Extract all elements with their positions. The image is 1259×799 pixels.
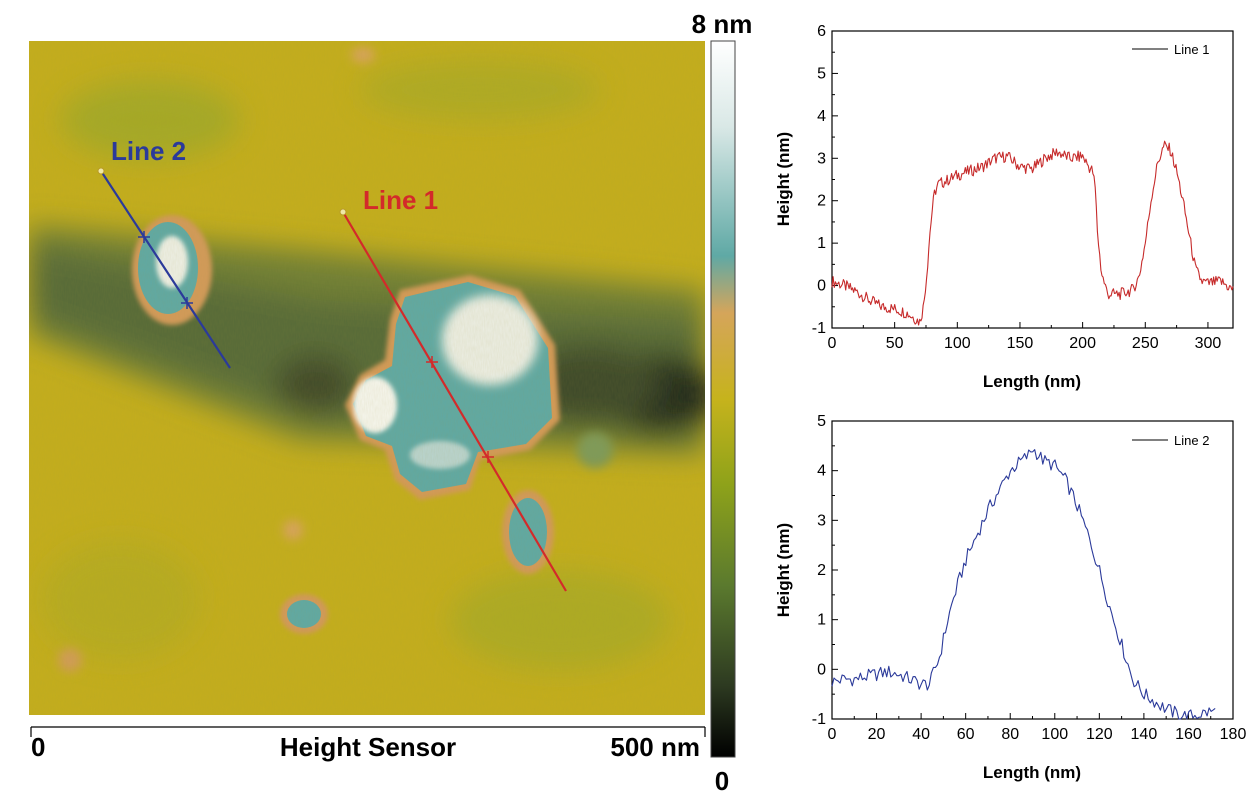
chart1-legend-label: Line 1	[1174, 42, 1209, 57]
chart1-ytick-label: 6	[817, 23, 826, 40]
scale-end-label: 500 nm	[610, 732, 700, 762]
chart1-xlabel: Length (nm)	[983, 372, 1081, 391]
chart2-xtick-label: 0	[828, 726, 837, 743]
afm-height-image: Line 2 Line 1	[29, 41, 705, 715]
chart2-xtick-label: 100	[1041, 726, 1068, 743]
line2-trace	[97, 167, 231, 369]
chart1-ytick-label: 3	[817, 150, 826, 167]
chart2-xtick-label: 20	[868, 726, 886, 743]
chart2-ylabel: Height (nm)	[774, 523, 793, 617]
chart2-plot-frame	[831, 420, 1234, 720]
scale-start-label: 0	[31, 732, 45, 762]
chart2-ytick-label: 4	[817, 463, 826, 480]
chart2-ytick-label: 3	[817, 512, 826, 529]
scale-bar: 0 Height Sensor 500 nm	[30, 726, 706, 762]
chart2-xlabel: Length (nm)	[983, 763, 1081, 782]
chart2-xtick-label: 60	[957, 726, 975, 743]
colorbar-min-label: 0	[715, 766, 729, 796]
chart1-ytick-label: -1	[812, 320, 826, 337]
chart2-ytick-label: 5	[817, 413, 826, 430]
line2-label: Line 2	[111, 136, 186, 166]
chart1-ylabel: Height (nm)	[774, 132, 793, 226]
chart1-xtick-label: 50	[886, 335, 904, 352]
chart1-ytick-label: 2	[817, 193, 826, 210]
chart2-ytick-label: 0	[817, 661, 826, 678]
chart1-xtick-label: 200	[1069, 335, 1096, 352]
chart1-xtick-label: 100	[944, 335, 971, 352]
chart2-xtick-label: 80	[1001, 726, 1019, 743]
colorbar: 8 nm 0	[692, 9, 753, 796]
chart1-xtick-label: 150	[1007, 335, 1034, 352]
chart1-xtick-label: 300	[1195, 335, 1222, 352]
chart1-ytick-label: 5	[817, 65, 826, 82]
chart1-ytick-label: 0	[817, 278, 826, 295]
line1-trace	[339, 208, 567, 592]
chart2-xtick-label: 140	[1131, 726, 1158, 743]
chart2-legend-label: Line 2	[1174, 433, 1209, 448]
chart1-series-line	[831, 140, 1234, 326]
chart2-xtick-label: 180	[1220, 726, 1247, 743]
chart2-ytick-label: 1	[817, 612, 826, 629]
scale-title: Height Sensor	[280, 732, 456, 762]
chart1-xtick-label: 250	[1132, 335, 1159, 352]
chart2-legend: Line 2	[1132, 433, 1209, 448]
colorbar-max-label: 8 nm	[692, 9, 753, 39]
chart2-xtick-label: 120	[1086, 726, 1113, 743]
chart2-ytick-label: -1	[812, 711, 826, 728]
chart1-legend: Line 1	[1132, 42, 1209, 57]
chart1-xtick-label: 0	[828, 335, 837, 352]
chart2-xtick-label: 160	[1175, 726, 1202, 743]
chart1-ytick-label: 4	[817, 108, 826, 125]
chart2-xtick-label: 40	[912, 726, 930, 743]
chart1-ytick-label: 1	[817, 235, 826, 252]
chart1-plot-frame	[831, 30, 1234, 329]
line1-label: Line 1	[363, 185, 438, 215]
chart2-series-line	[831, 449, 1216, 720]
chart2-ytick-label: 2	[817, 562, 826, 579]
